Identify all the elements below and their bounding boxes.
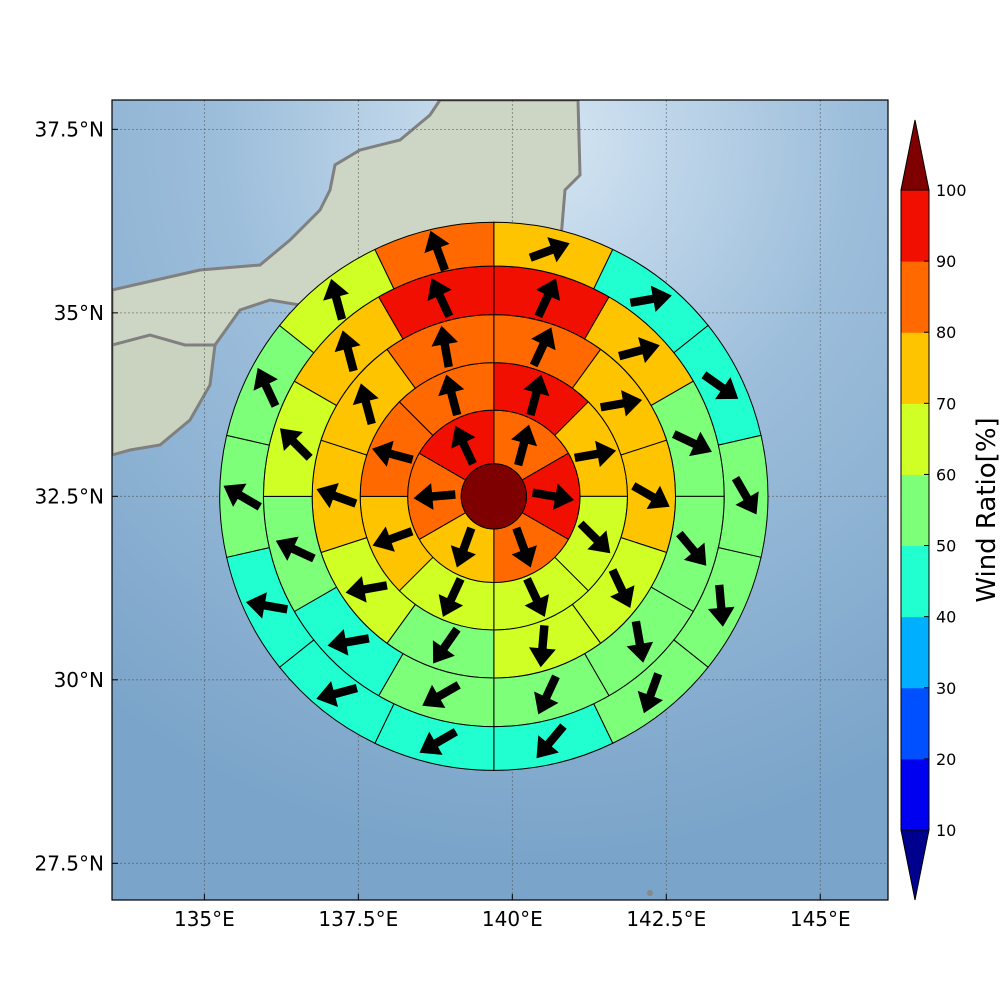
wind-arrow	[275, 536, 316, 563]
wind-arrow	[672, 430, 712, 457]
y-tick-label: 37.5°N	[35, 117, 105, 141]
wind-arrow	[438, 374, 465, 417]
colorbar-segment	[901, 403, 929, 475]
y-tick-label: 35°N	[54, 301, 104, 325]
wind-arrow	[323, 278, 349, 321]
colorbar-extend-min	[900, 829, 930, 901]
wind-arrow	[731, 476, 759, 515]
y-tick-label: 27.5°N	[35, 851, 105, 875]
colorbar-segment	[901, 332, 929, 404]
wind-arrow	[701, 371, 739, 400]
wind-arrows	[223, 230, 759, 759]
wind-arrow	[577, 520, 611, 554]
wind-arrow	[316, 483, 358, 509]
wind-arrow	[511, 424, 538, 467]
wind-arrow	[618, 337, 660, 364]
colorbar-segment	[901, 687, 929, 760]
wind-arrow	[534, 674, 560, 715]
wind-arrow	[372, 526, 414, 552]
wind-rings	[220, 221, 769, 771]
wind-arrow	[451, 425, 477, 466]
wind-arrow	[631, 482, 670, 509]
wind-arrow	[345, 576, 388, 603]
wind-arrow	[536, 723, 567, 759]
wind-arrow	[511, 526, 537, 568]
colorbar-segment	[901, 545, 929, 618]
wind-arrow	[523, 577, 549, 617]
x-tick-label: 140°E	[482, 907, 543, 931]
wind-arrow	[450, 526, 476, 568]
wind-arrow	[431, 325, 458, 368]
colorbar-segment	[901, 190, 929, 262]
wind-arrow	[427, 278, 454, 319]
colorbar-tick-label: 80	[936, 323, 956, 342]
x-tick-label: 137.5°E	[318, 907, 398, 931]
map-frame	[111, 99, 889, 901]
colorbar-tick-label: 60	[936, 465, 956, 484]
wind-arrow	[707, 584, 735, 627]
wind-arrow	[608, 568, 635, 608]
colorbar-tick-label: 20	[936, 750, 956, 769]
colorbar-tick-label: 40	[936, 608, 956, 627]
x-tick-label: 135°E	[174, 907, 235, 931]
ring-sector	[374, 221, 495, 290]
map-axes: 135°E 137.5°E 140°E 142.5°E 145°E 27.5°N 30°N 3…	[35, 117, 851, 931]
wind-arrow	[432, 626, 461, 664]
wind-arrow	[574, 440, 617, 468]
colorbar-tick-label: 50	[936, 537, 956, 556]
y-tick-label: 32.5°N	[35, 484, 105, 508]
x-tick-label: 142.5°E	[626, 907, 706, 931]
x-tick-label: 145°E	[790, 907, 851, 931]
colorbar-segment	[901, 758, 929, 831]
colorbar: 10 20 30 40 50 60 70 80 90 100	[900, 119, 967, 901]
wind-arrow	[626, 620, 654, 663]
wind-arrow	[523, 374, 550, 417]
land-shikoku	[112, 333, 217, 457]
wind-arrow	[413, 483, 456, 510]
colorbar-tick-label: 70	[936, 394, 956, 413]
wind-arrow	[637, 672, 663, 714]
wind-arrow	[253, 367, 280, 408]
wind-arrow	[438, 577, 465, 617]
colorbar-segment	[901, 261, 929, 333]
wind-arrow	[352, 383, 379, 425]
wind-arrow	[334, 330, 361, 372]
colorbar-tick-label: 10	[936, 821, 956, 840]
island	[647, 890, 653, 896]
wind-arrow	[528, 237, 570, 263]
wind-arrow	[223, 483, 262, 511]
colorbar-label: Wind Ratio[%]	[972, 417, 1000, 602]
wind-arrow	[531, 483, 574, 510]
wind-arrow	[280, 428, 313, 461]
center-cell	[460, 463, 527, 530]
colorbar-tick-label: 90	[936, 252, 956, 271]
colorbar-segment	[901, 616, 929, 689]
wind-arrow	[419, 728, 458, 755]
wind-arrow	[529, 625, 556, 668]
wind-arrow	[529, 327, 556, 368]
wind-arrow	[327, 629, 370, 656]
wind-arrow	[424, 230, 450, 272]
wind-arrow	[422, 681, 461, 708]
colorbar-extend-max	[900, 119, 930, 191]
wind-arrow	[676, 530, 707, 566]
y-tick-label: 30°N	[54, 668, 104, 692]
wind-arrow	[534, 278, 561, 319]
wind-arrow	[629, 285, 672, 312]
colorbar-tick-label: 100	[936, 181, 967, 200]
wind-arrow	[245, 592, 288, 619]
colorbar-frame	[900, 189, 930, 831]
wind-arrow	[372, 440, 414, 467]
wind-arrow	[316, 681, 358, 707]
colorbar-segment	[901, 474, 929, 547]
colorbar-tick-label: 30	[936, 679, 956, 698]
wind-arrow	[600, 390, 643, 417]
